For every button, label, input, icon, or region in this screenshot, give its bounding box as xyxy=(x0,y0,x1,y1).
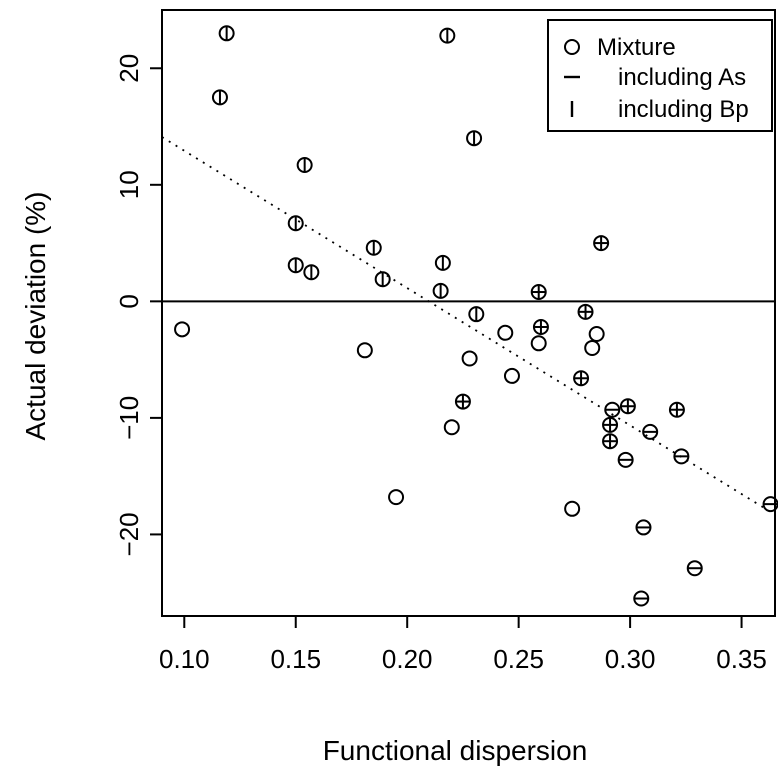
legend: Mixture including As including Bp xyxy=(547,19,773,132)
data-point xyxy=(468,306,485,323)
x-tick-label: 0.25 xyxy=(493,644,544,674)
data-point xyxy=(287,215,304,232)
data-point xyxy=(604,401,621,418)
data-point xyxy=(593,235,610,252)
x-tick-label: 0.35 xyxy=(716,644,767,674)
tick-labels: 0.10 0.15 0.20 0.25 0.30 0.35 −20 −10 0 10 20 xyxy=(114,54,767,674)
legend-label-including-bp: including Bp xyxy=(618,96,749,123)
data-point xyxy=(443,419,460,436)
y-tick-label: 0 xyxy=(114,294,144,308)
data-point xyxy=(532,318,549,335)
data-point xyxy=(174,321,191,338)
data-point xyxy=(619,398,636,415)
data-point xyxy=(602,433,619,450)
tick-lines xyxy=(150,67,743,628)
data-point xyxy=(432,282,449,299)
data-point xyxy=(454,393,471,410)
y-axis-title: Actual deviation (%) xyxy=(20,191,51,440)
data-point xyxy=(211,89,228,106)
legend-box xyxy=(547,19,773,132)
x-tick-label: 0.20 xyxy=(382,644,433,674)
trend-line xyxy=(161,136,776,516)
y-tick-label: 10 xyxy=(114,170,144,199)
data-point xyxy=(588,325,605,342)
x-tick-label: 0.10 xyxy=(159,644,210,674)
legend-label-mixture: Mixture xyxy=(597,34,676,61)
x-tick-label: 0.15 xyxy=(270,644,321,674)
data-point xyxy=(287,257,304,274)
data-point xyxy=(303,264,320,281)
x-axis-title: Functional dispersion xyxy=(323,735,588,766)
data-point xyxy=(365,239,382,256)
data-point xyxy=(673,448,690,465)
data-point xyxy=(530,335,547,352)
data-point xyxy=(296,156,313,173)
data-point xyxy=(635,519,652,536)
y-tick-label: −20 xyxy=(114,512,144,556)
data-point xyxy=(602,416,619,433)
data-point xyxy=(218,25,235,42)
data-points xyxy=(174,25,778,607)
data-point xyxy=(439,27,456,44)
data-point xyxy=(434,254,451,271)
y-tick-label: −10 xyxy=(114,396,144,440)
data-point xyxy=(577,303,594,320)
legend-label-including-as: including As xyxy=(618,64,746,91)
data-point xyxy=(617,451,634,468)
data-point xyxy=(573,370,590,387)
data-point xyxy=(388,489,405,506)
data-point xyxy=(466,130,483,147)
data-point xyxy=(530,284,547,301)
plot-frame xyxy=(161,9,776,617)
data-point xyxy=(497,324,514,341)
data-point xyxy=(668,401,685,418)
data-point xyxy=(374,271,391,288)
data-point xyxy=(461,350,478,367)
legend-symbol-circle-icon xyxy=(564,39,580,55)
data-point xyxy=(503,367,520,384)
y-tick-label: 20 xyxy=(114,54,144,83)
data-point xyxy=(633,590,650,607)
data-point xyxy=(356,342,373,359)
data-point xyxy=(564,500,581,517)
data-point xyxy=(584,339,601,356)
x-tick-label: 0.30 xyxy=(605,644,656,674)
data-point xyxy=(686,560,703,577)
data-point xyxy=(642,423,659,440)
